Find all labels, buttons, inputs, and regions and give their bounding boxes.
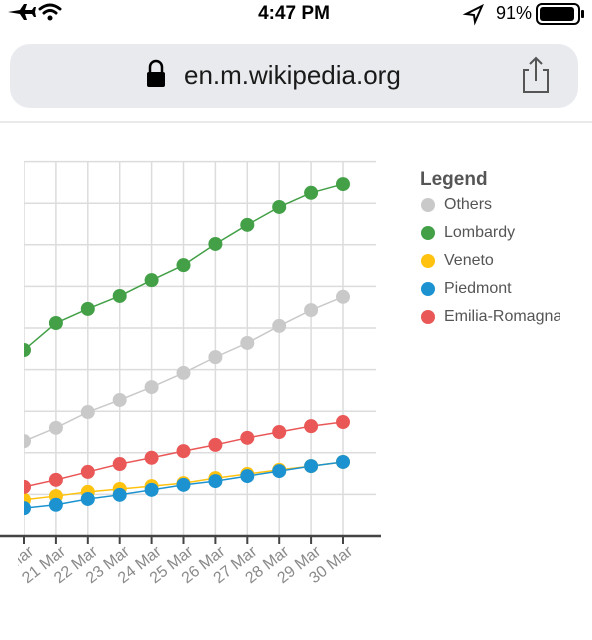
legend-swatch <box>421 226 435 240</box>
data-point <box>80 405 95 420</box>
data-point <box>144 482 159 497</box>
data-point <box>304 459 319 474</box>
data-point <box>112 457 127 472</box>
share-icon[interactable] <box>523 56 549 93</box>
data-point <box>48 420 63 435</box>
data-point <box>272 318 287 333</box>
data-point <box>48 497 63 512</box>
data-point <box>336 289 350 304</box>
data-point <box>208 350 223 365</box>
battery-level <box>540 7 574 21</box>
data-point <box>208 437 223 452</box>
lock-icon <box>147 72 165 87</box>
data-point <box>176 365 191 380</box>
wifi-dot <box>47 15 53 21</box>
battery-outline <box>536 3 580 25</box>
legend-swatch <box>421 198 435 212</box>
data-point <box>336 454 350 469</box>
data-point <box>80 301 95 316</box>
legend-label: Emilia-Romagna <box>444 308 562 325</box>
legend-label: Lombardy <box>444 224 515 241</box>
data-point <box>144 380 159 395</box>
data-point <box>24 434 31 449</box>
data-point <box>176 477 191 492</box>
data-point <box>336 415 350 430</box>
plot-area <box>24 160 376 537</box>
data-point <box>112 392 127 407</box>
legend-swatch <box>421 310 435 324</box>
legend-label: Veneto <box>444 252 494 269</box>
data-point <box>80 491 95 506</box>
data-point <box>272 425 287 439</box>
data-point <box>272 199 287 214</box>
data-point <box>48 472 63 487</box>
data-point <box>144 273 159 288</box>
data-point <box>112 288 127 303</box>
data-point <box>80 464 95 479</box>
data-point <box>240 335 255 350</box>
data-point <box>112 487 127 502</box>
legend-label: Piedmont <box>444 280 512 297</box>
data-point <box>176 258 191 273</box>
legend-swatch <box>421 254 435 268</box>
legend-swatch <box>421 282 435 296</box>
data-point <box>240 217 255 232</box>
data-point <box>336 177 350 192</box>
data-point <box>144 450 159 465</box>
data-point <box>304 303 319 318</box>
data-point <box>24 343 31 358</box>
data-point <box>24 479 31 494</box>
data-point <box>240 430 255 445</box>
legend-title: Legend <box>420 169 488 190</box>
status-time: 4:47 PM <box>258 3 330 24</box>
legend-label: Others <box>444 196 492 213</box>
url-text[interactable]: en.m.wikipedia.org <box>184 60 401 90</box>
lock-shackle <box>148 59 164 72</box>
address-bar[interactable] <box>10 44 578 108</box>
data-point <box>24 501 31 516</box>
data-point <box>304 419 319 434</box>
data-point <box>48 316 63 331</box>
legend: Legend Others Lombardy Veneto Piedmont Emili… <box>420 169 562 325</box>
data-point <box>304 185 319 200</box>
data-point <box>208 236 223 251</box>
data-point <box>272 464 287 479</box>
battery-tip <box>581 10 584 18</box>
battery-percent: 91% <box>496 3 532 23</box>
location-icon <box>462 3 485 26</box>
data-point <box>208 474 223 489</box>
data-point <box>176 444 191 459</box>
data-point <box>240 469 255 484</box>
wifi-icon <box>38 3 62 15</box>
airplane-icon <box>8 4 36 20</box>
